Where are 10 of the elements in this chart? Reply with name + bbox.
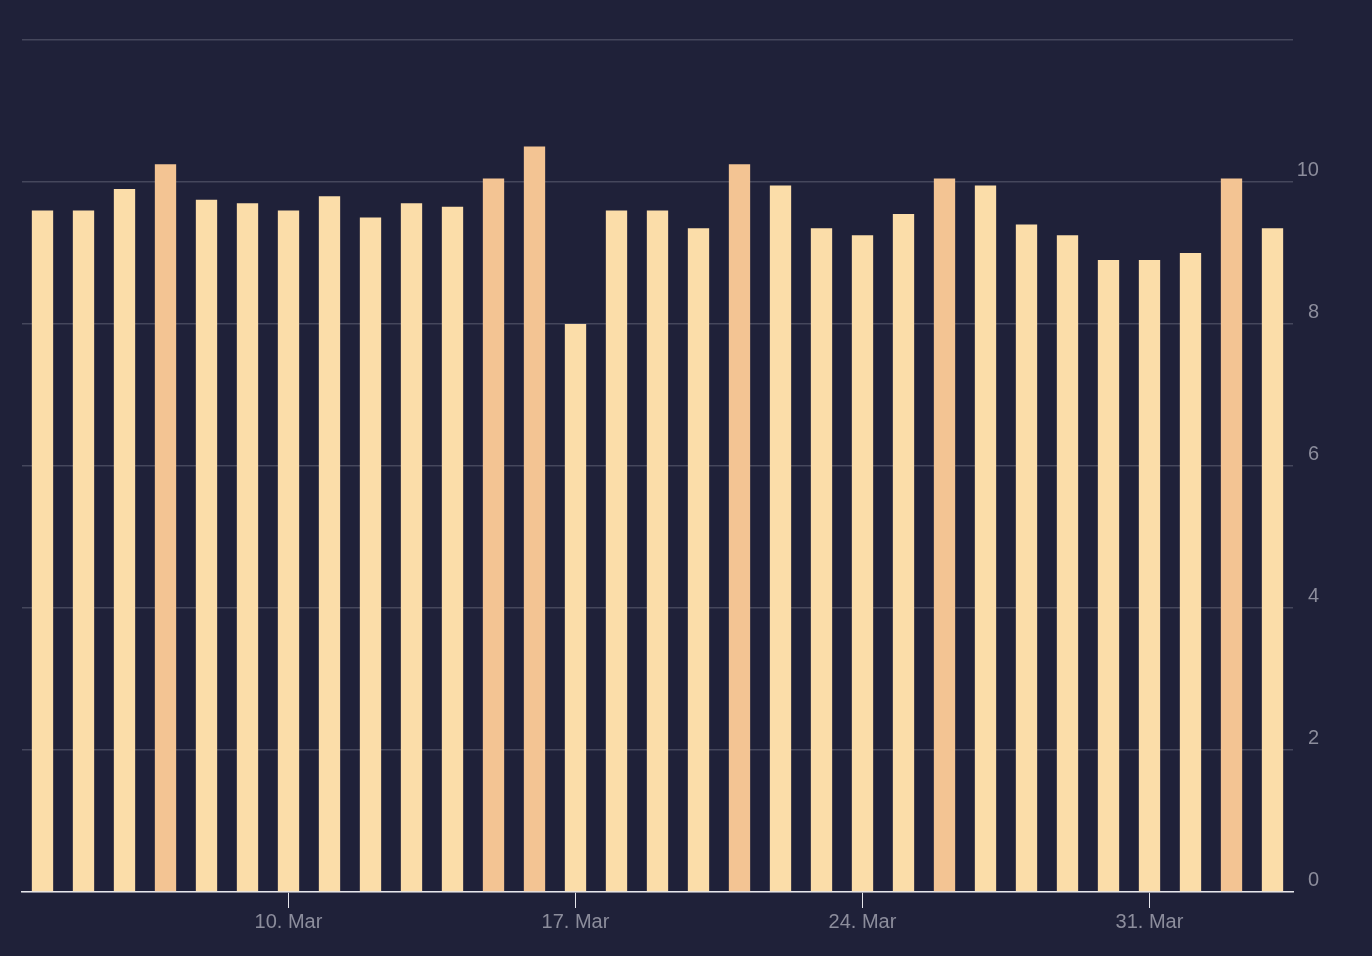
y-tick-label: 0 — [1307, 867, 1319, 890]
y-tick-label: 4 — [1307, 583, 1319, 606]
y-tick-label: 6 — [1307, 441, 1319, 464]
x-tick-label: 31. Mar — [1115, 909, 1184, 932]
x-tick-label: 24. Mar — [828, 909, 897, 932]
y-tick-label: 8 — [1307, 299, 1319, 322]
y-tick-label: 10 — [1296, 157, 1319, 180]
x-tick-label: 17. Mar — [541, 909, 610, 932]
y-tick-label: 2 — [1307, 725, 1319, 748]
x-tick-label: 10. Mar — [254, 909, 323, 932]
